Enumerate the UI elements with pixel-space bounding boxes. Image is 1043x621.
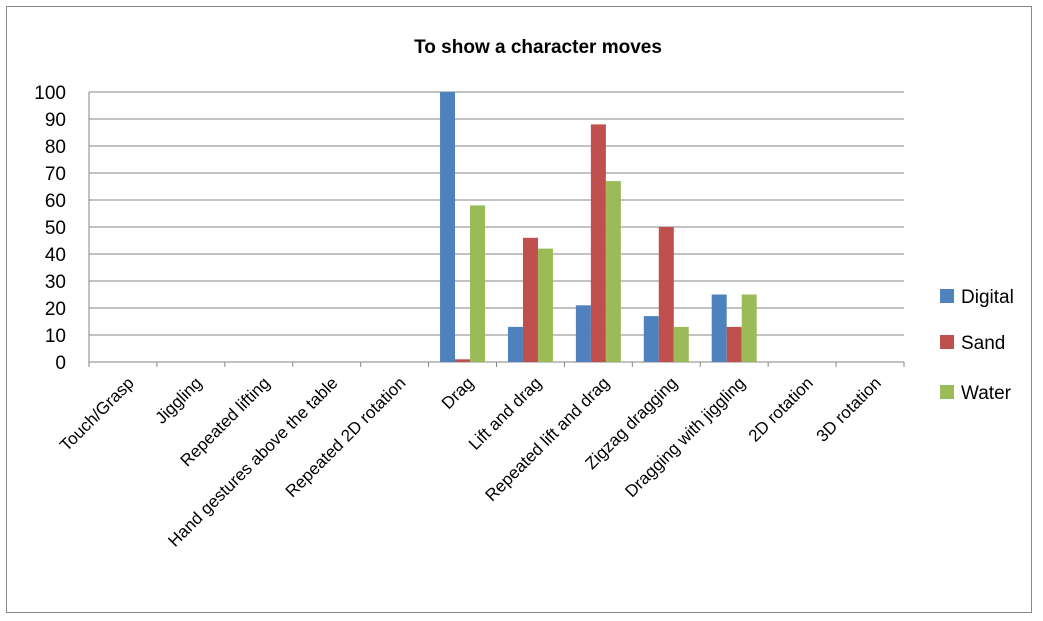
- axes: [88, 92, 905, 367]
- y-tick-label: 80: [45, 137, 66, 158]
- bar-sand-6: [522, 237, 538, 362]
- y-axis-ticks: 0 10 20 30 40 50 60 70 80 90 100: [34, 83, 66, 374]
- y-tick-label: 10: [45, 326, 66, 347]
- gridlines: [89, 91, 904, 363]
- chart-title: To show a character moves: [414, 37, 662, 58]
- legend-label: Sand: [961, 333, 1005, 354]
- y-tick-label: 20: [45, 299, 66, 320]
- legend: Digital Sand Water: [940, 287, 1014, 404]
- chart-frame: [6, 6, 1032, 613]
- y-tick-label: 60: [45, 191, 66, 212]
- legend-swatch-sand: [940, 335, 954, 349]
- x-category-label: Dragging with jiggling: [621, 373, 749, 501]
- y-tick-label: 30: [45, 272, 66, 293]
- bar-digital-7: [575, 305, 591, 362]
- bar-digital-8: [643, 316, 659, 362]
- bar-sand-9: [726, 326, 742, 362]
- legend-swatch-water: [940, 385, 954, 399]
- x-category-label: 3D rotation: [813, 373, 885, 445]
- bar-water-9: [741, 294, 757, 362]
- legend-label: Water: [961, 383, 1012, 404]
- bar-digital-6: [507, 326, 523, 362]
- x-category-label: Repeated lift and drag: [481, 373, 613, 505]
- y-tick-label: 0: [55, 353, 66, 374]
- y-tick-label: 70: [45, 164, 66, 185]
- x-category-label: Touch/Grasp: [56, 373, 138, 455]
- y-tick-label: 90: [45, 110, 66, 131]
- x-category-label: Repeated 2D rotation: [282, 373, 410, 501]
- legend-swatch-digital: [940, 289, 954, 303]
- x-category-label: Drag: [438, 373, 477, 412]
- bars: [440, 92, 757, 363]
- bar-water-6: [537, 248, 553, 362]
- bar-water-8: [673, 326, 689, 362]
- legend-label: Digital: [961, 287, 1014, 308]
- y-tick-label: 50: [45, 218, 66, 239]
- x-category-label: Jiggling: [151, 373, 205, 427]
- bar-digital-9: [711, 294, 727, 362]
- y-tick-label: 40: [45, 245, 66, 266]
- bar-sand-5: [455, 359, 471, 362]
- bar-sand-7: [590, 124, 606, 363]
- bar-water-5: [470, 205, 486, 362]
- x-category-label: 2D rotation: [745, 373, 817, 445]
- bar-sand-8: [658, 227, 674, 362]
- y-tick-label: 100: [34, 83, 66, 104]
- bar-digital-5: [440, 92, 456, 362]
- bar-water-7: [605, 181, 621, 362]
